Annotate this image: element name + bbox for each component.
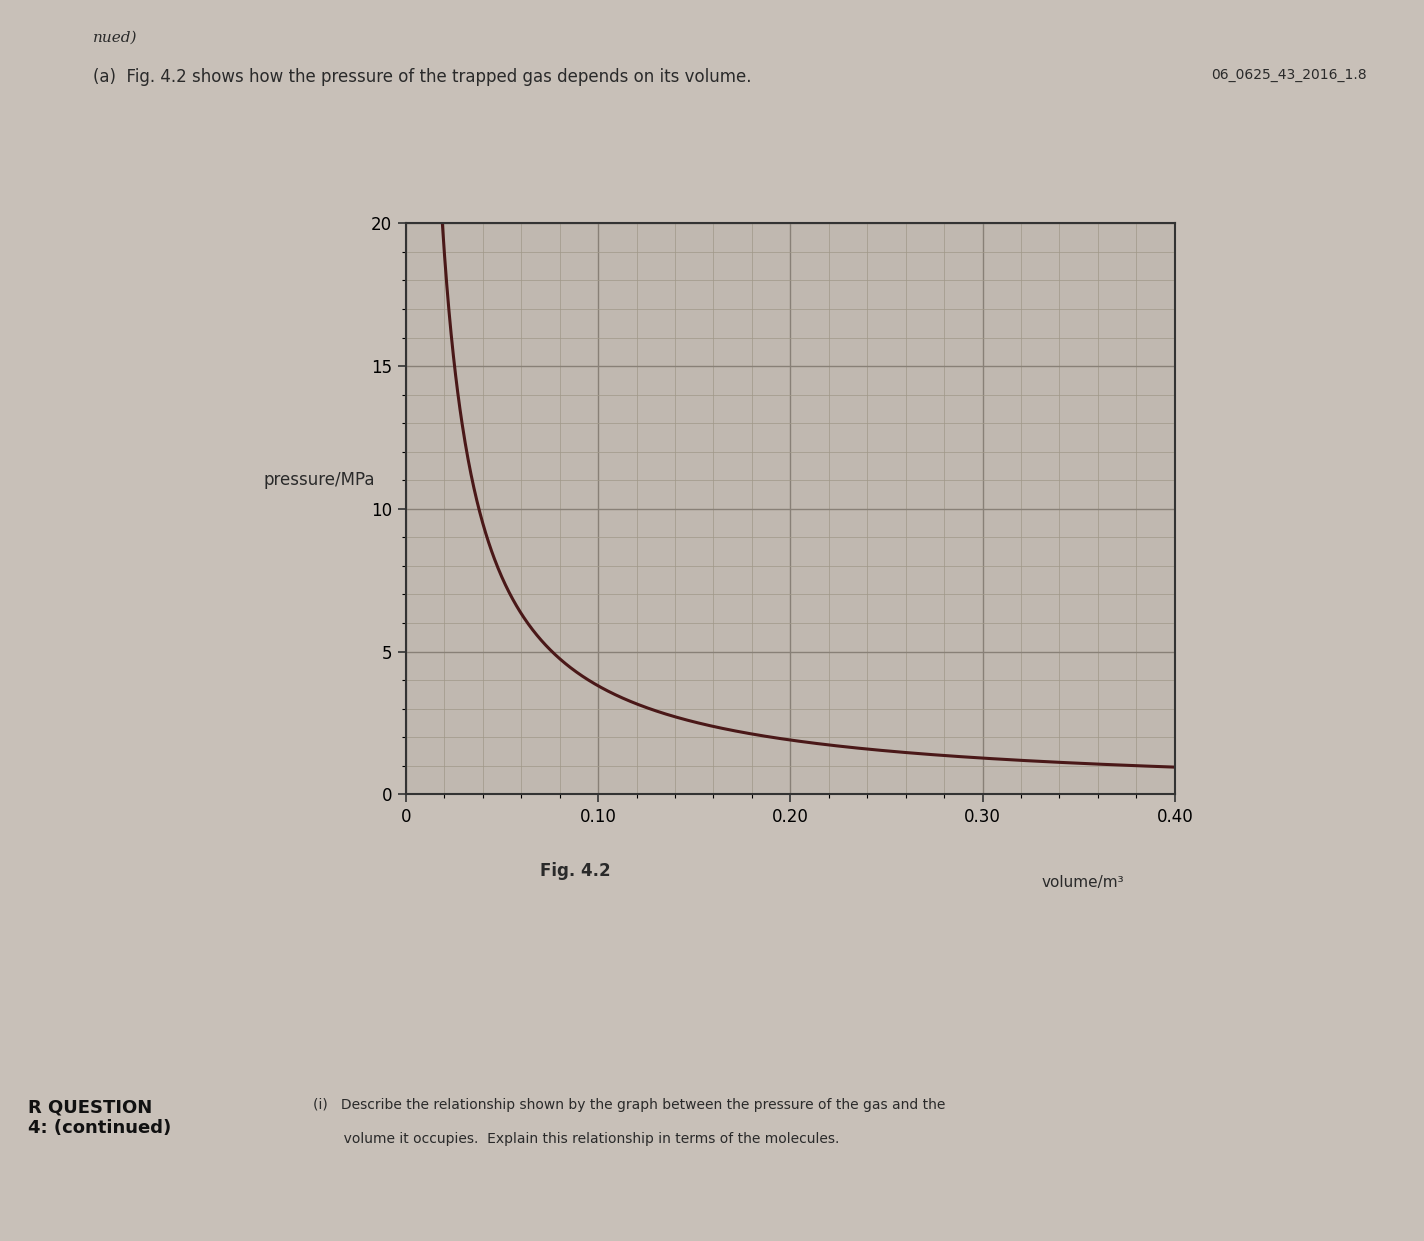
Text: 06_0625_43_2016_1.8: 06_0625_43_2016_1.8 bbox=[1212, 68, 1367, 82]
Text: (a)  Fig. 4.2 shows how the pressure of the trapped gas depends on its volume.: (a) Fig. 4.2 shows how the pressure of t… bbox=[93, 68, 750, 87]
Text: nued): nued) bbox=[93, 31, 137, 45]
Text: volume/m³: volume/m³ bbox=[1041, 875, 1124, 890]
Text: R QUESTION
4: (continued): R QUESTION 4: (continued) bbox=[28, 1098, 172, 1137]
Text: pressure/MPa: pressure/MPa bbox=[263, 472, 375, 489]
Text: volume it occupies.  Explain this relationship in terms of the molecules.: volume it occupies. Explain this relatio… bbox=[313, 1132, 840, 1145]
Text: Fig. 4.2: Fig. 4.2 bbox=[540, 862, 611, 881]
Text: (i)   Describe the relationship shown by the graph between the pressure of the g: (i) Describe the relationship shown by t… bbox=[313, 1098, 946, 1112]
